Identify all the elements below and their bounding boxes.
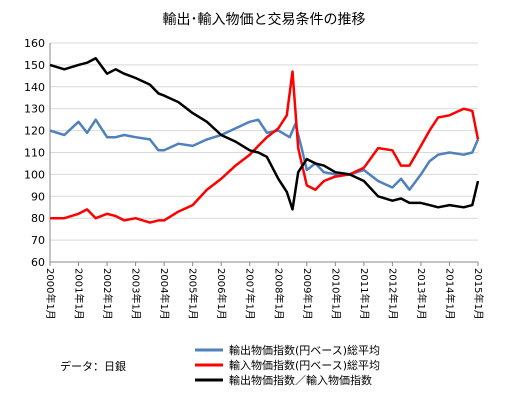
y-tick-label: 60 xyxy=(31,256,45,269)
y-tick-label: 150 xyxy=(24,59,45,72)
x-axis-ticks: 2000年1月 2001年1月 2002年1月 2003年1月 2004年1月 2005年… xyxy=(44,268,485,320)
y-tick-label: 130 xyxy=(24,103,45,116)
source-note: データ：日銀 xyxy=(60,359,126,373)
series-lines xyxy=(49,57,480,224)
y-tick-label: 120 xyxy=(24,125,45,138)
x-tick-label: 2005年1月 xyxy=(187,268,200,320)
x-tick-label: 2000年1月 xyxy=(44,268,57,320)
x-tick-label: 2008年1月 xyxy=(272,268,285,320)
y-tick-label: 90 xyxy=(31,190,45,203)
x-tick-label: 2011年1月 xyxy=(358,268,371,320)
x-tick-label: 2009年1月 xyxy=(301,268,314,320)
x-tick-label: 2001年1月 xyxy=(73,268,86,320)
legend-label: 輸出物価指数／輸入物価指数 xyxy=(229,373,372,387)
axes xyxy=(49,43,479,266)
y-tick-label: 100 xyxy=(24,168,45,181)
y-tick-label: 80 xyxy=(31,212,45,225)
x-tick-label: 2003年1月 xyxy=(130,268,143,320)
y-axis-ticks: 60 70 80 90 100 110 120 130 140 150 160 xyxy=(24,37,45,269)
x-tick-label: 2007年1月 xyxy=(244,268,257,320)
x-tick-label: 2015年1月 xyxy=(472,268,485,320)
x-tick-label: 2010年1月 xyxy=(329,268,342,320)
x-tick-label: 2012年1月 xyxy=(386,268,399,320)
y-tick-label: 160 xyxy=(24,37,45,50)
legend: 輸出物価指数(円ベース)総平均輸入物価指数(円ベース)総平均輸出物価指数／輸入物… xyxy=(195,343,380,387)
x-tick-label: 2013年1月 xyxy=(415,268,428,320)
x-tick-label: 2004年1月 xyxy=(158,268,171,320)
legend-label: 輸出物価指数(円ベース)総平均 xyxy=(229,343,380,357)
y-tick-label: 140 xyxy=(24,81,45,94)
series-line-3 xyxy=(49,57,480,211)
legend-label: 輸入物価指数(円ベース)総平均 xyxy=(229,358,380,372)
series-line-1 xyxy=(49,118,480,191)
series-line-2 xyxy=(50,70,480,224)
x-tick-label: 2006年1月 xyxy=(215,268,228,320)
y-tick-label: 110 xyxy=(24,147,45,160)
x-tick-label: 2002年1月 xyxy=(101,268,114,320)
y-tick-label: 70 xyxy=(31,234,45,247)
chart-title: 輸出･輸入物価と交易条件の推移 xyxy=(163,11,366,28)
x-tick-label: 2014年1月 xyxy=(443,268,456,320)
